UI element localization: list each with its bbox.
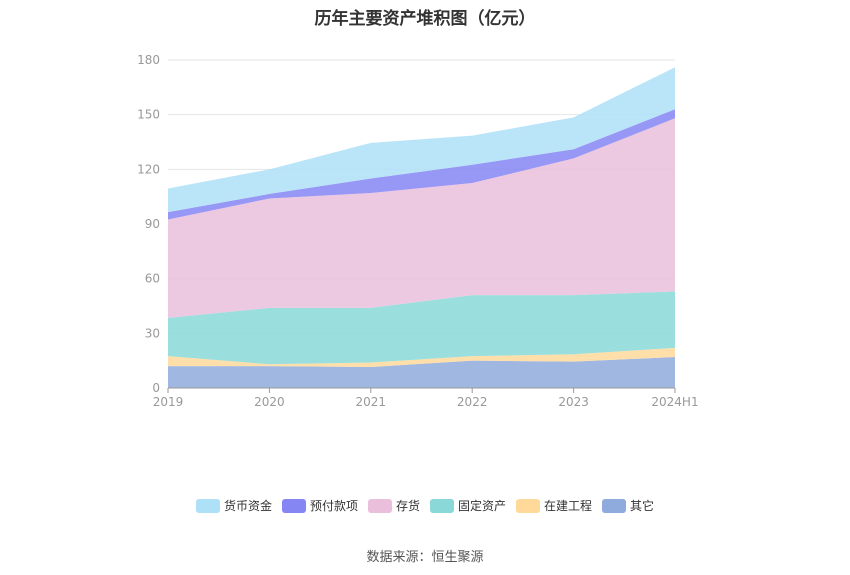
y-tick-label: 120 bbox=[137, 162, 160, 176]
x-tick-label: 2023 bbox=[558, 395, 589, 409]
legend-swatch bbox=[195, 498, 220, 513]
y-tick-label: 30 bbox=[145, 326, 160, 340]
legend-item[interactable]: 其它 bbox=[602, 497, 654, 514]
legend-item[interactable]: 固定资产 bbox=[430, 497, 506, 514]
legend-swatch bbox=[430, 498, 454, 513]
legend-label: 其它 bbox=[630, 499, 655, 513]
y-tick-label: 90 bbox=[145, 217, 160, 231]
area-series-在建工程 bbox=[168, 347, 675, 368]
area-series-货币资金 bbox=[168, 67, 675, 213]
y-tick-label: 150 bbox=[137, 108, 160, 122]
x-tick-label: 2019 bbox=[153, 395, 184, 409]
area-series-其它 bbox=[168, 357, 675, 388]
data-source-note: 数据来源：恒生聚源 bbox=[366, 550, 484, 565]
legend-swatch bbox=[281, 498, 306, 513]
area-series-预付款项 bbox=[168, 109, 675, 220]
area-series bbox=[168, 67, 675, 388]
legend-swatch bbox=[602, 498, 627, 513]
chart-title: 历年主要资产堆积图（亿元） bbox=[314, 9, 536, 29]
x-tick-label: 2024H1 bbox=[651, 395, 698, 409]
legend-label: 在建工程 bbox=[544, 499, 593, 513]
x-tick-label: 2020 bbox=[254, 395, 285, 409]
legend-label: 货币资金 bbox=[223, 499, 272, 513]
area-series-固定资产 bbox=[168, 291, 675, 365]
axes: 0 30 60 90 120 150 180 2019 2020 2021 2022 2023 2024… bbox=[137, 53, 699, 409]
y-tick-label: 60 bbox=[145, 272, 160, 286]
y-tick-label: 0 bbox=[152, 381, 160, 395]
legend-label: 存货 bbox=[395, 499, 420, 513]
legend-item[interactable]: 在建工程 bbox=[516, 497, 592, 514]
legend-label: 预付款项 bbox=[309, 499, 358, 513]
legend-item[interactable]: 预付款项 bbox=[281, 497, 358, 514]
legend: 货币资金 预付款项 存货 固定资产 在建工程 其它 bbox=[0, 497, 850, 514]
y-tick-label: 180 bbox=[137, 53, 160, 67]
legend-item[interactable]: 货币资金 bbox=[195, 497, 272, 514]
legend-label: 固定资产 bbox=[458, 499, 507, 513]
area-series-存货 bbox=[168, 118, 675, 318]
x-tick-label: 2022 bbox=[457, 395, 488, 409]
x-tick-label: 2021 bbox=[356, 395, 387, 409]
legend-swatch bbox=[516, 498, 541, 513]
legend-item[interactable]: 存货 bbox=[367, 497, 420, 514]
legend-swatch bbox=[367, 498, 392, 513]
